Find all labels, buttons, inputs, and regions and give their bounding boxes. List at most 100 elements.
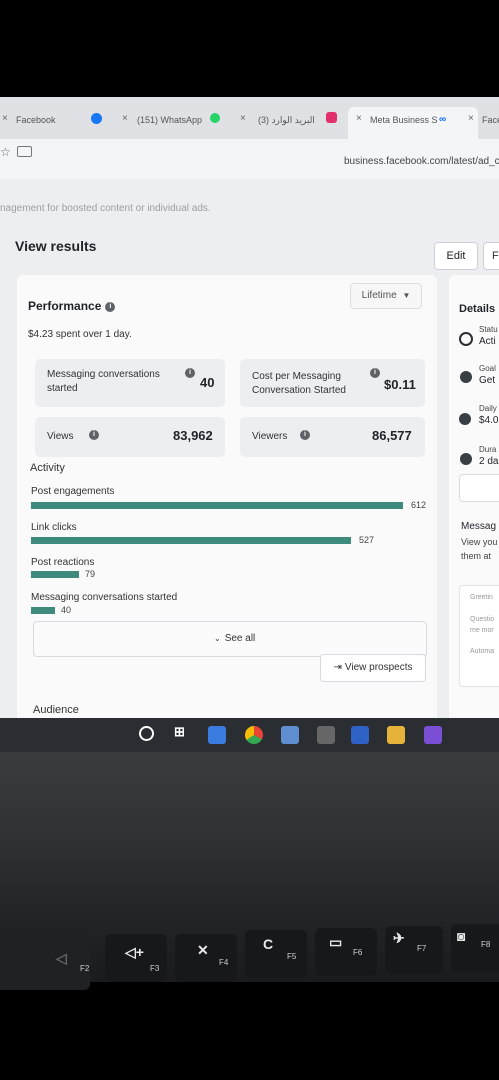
tab-close-icon[interactable]: × [2,113,8,124]
goal-chat-icon [460,371,472,383]
activity-label-post-reactions: Post reactions [31,557,95,568]
external-link-icon: ⇥ [333,662,342,673]
search-icon[interactable] [139,726,154,741]
see-all-button[interactable]: ⌄ See all [33,621,427,657]
date-range-dropdown[interactable]: Lifetime ▼ [350,283,422,309]
duration-label: Dura [479,445,497,454]
audience-title: Audience [33,704,79,716]
info-icon[interactable]: i [370,368,380,378]
details-field[interactable] [459,474,499,502]
f6-label: F6 [353,948,363,957]
questions-label: Questio [470,616,495,623]
page-title: View results [15,238,97,254]
file-explorer-icon[interactable] [387,726,405,744]
f2-label: F2 [80,964,90,973]
f3-label: F3 [150,964,160,973]
questions-label-2: me mor [470,627,494,634]
daily-value: $4.0 [479,415,499,426]
view-prospects-button[interactable]: ⇥ View prospects [320,654,426,682]
caret-down-icon: ▼ [402,291,411,300]
activity-title: Activity [30,462,65,474]
airplane-icon: ✈ [393,930,405,946]
key-f7: ✈ F7 [385,926,443,974]
app-icon[interactable] [281,726,299,744]
tab-inbox[interactable]: البريد الوارد (3) [258,115,315,125]
whatsapp-icon [210,113,220,123]
chevron-down-icon: ⌄ [214,634,221,643]
info-icon[interactable]: i [300,430,310,440]
message-preview: Greetin Questio me mor Automa [459,585,499,687]
metric-label: Cost per Messaging Conversation Started [252,371,346,396]
performance-title: Performance i [28,299,116,313]
laptop-keyboard: F2 ◁ ◁+ F3 ✕ F4 C F5 ▭ F6 ✈ F7 ◙ F8 [0,752,499,990]
details-title: Details [459,303,496,315]
facebook-icon [91,113,102,124]
active-tab-bg [348,107,478,139]
instagram-icon [326,112,337,123]
screen-icon: ▭ [329,934,343,950]
metric-label: Messaging conversations started [47,369,160,394]
f7-label: F7 [417,944,427,953]
daily-label: Daily [479,404,497,413]
messaging-desc-2: them at [461,551,492,561]
key-f2: F2 ◁ [0,930,90,990]
info-icon[interactable]: i [105,301,116,312]
status-radio-icon[interactable] [459,332,473,346]
url-field[interactable]: business.facebook.com/latest/ad_ce [344,156,499,167]
info-icon[interactable]: i [185,368,195,378]
browser-tab-bar: × Facebook × (151) WhatsApp × البريد الو… [0,97,499,139]
key-f5: C F5 [245,930,307,978]
date-range-value: Lifetime [361,290,397,301]
tab-whatsapp[interactable]: (151) WhatsApp [137,115,203,125]
edit-button[interactable]: Edit [434,242,478,270]
volume-up-icon: ◁+ [125,944,144,960]
extension-icon[interactable] [17,146,32,157]
more-button[interactable]: F [483,242,499,270]
status-value: Acti [479,336,496,347]
tab-facebook-2[interactable]: Face [482,115,499,125]
budget-dollar-icon [459,413,471,425]
key-f6: ▭ F6 [315,928,377,976]
f5-label: F5 [287,952,297,961]
tab-facebook[interactable]: Facebook [16,115,56,125]
performance-card: Performance i Lifetime ▼ $4.23 spent over… [17,275,437,720]
refresh-icon: C [263,936,274,952]
app-icon-2[interactable] [424,726,442,744]
activity-label-post-engagements: Post engagements [31,486,115,497]
metric-label: Views [47,431,74,442]
spent-summary: $4.23 spent over 1 day. [28,329,132,340]
task-view-icon[interactable]: ⊞ [174,724,185,739]
tab-meta-business[interactable]: Meta Business S [370,115,438,125]
activity-value-link-clicks: 527 [359,535,375,545]
see-all-label: ⌄ See all [214,633,255,644]
mute-icon: ◁ [56,950,67,966]
view-prospects-label: View prospects [344,662,413,673]
metric-value: 83,962 [173,428,213,443]
activity-bar-link-clicks [31,537,351,544]
window-icon[interactable] [317,726,335,744]
activity-bar-post-engagements [31,502,403,509]
greeting-label: Greetin [470,594,493,601]
tab-close-icon[interactable]: × [240,113,246,124]
key-f3: ◁+ F3 [105,934,167,982]
tab-close-icon[interactable]: × [356,113,362,124]
tab-close-icon[interactable]: × [468,113,474,124]
activity-value-post-reactions: 79 [85,569,96,579]
star-icon[interactable]: ☆ [0,145,11,159]
chrome-icon[interactable] [245,726,263,744]
camera-icon: ◙ [457,928,466,944]
page-description: nagement for boosted content or individu… [0,203,211,214]
metric-messaging-conversations: Messaging conversations started i 40 [35,359,225,407]
details-panel: Details Statu Acti Goal Get Daily $4.0 D… [449,275,499,720]
performance-label: Performance [28,299,102,313]
info-icon[interactable]: i [89,430,99,440]
goal-label: Goal [479,364,496,373]
activity-value-messaging: 40 [61,605,72,615]
terminal-icon[interactable] [351,726,369,744]
metric-label: Viewers [252,431,288,442]
tab-close-icon[interactable]: × [122,113,128,124]
store-icon[interactable] [208,726,226,744]
metric-views: Views i 83,962 [35,417,225,457]
status-label: Statu [479,325,498,334]
activity-bar-post-reactions [31,571,79,578]
